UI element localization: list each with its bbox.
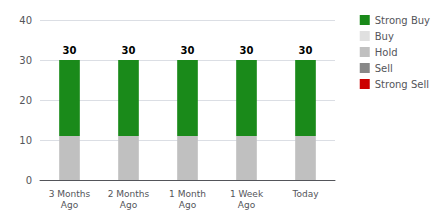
svg-text:30: 30 bbox=[299, 45, 313, 56]
svg-text:0: 0 bbox=[26, 175, 32, 186]
svg-text:2 Months: 2 Months bbox=[108, 189, 150, 199]
svg-text:Strong Buy: Strong Buy bbox=[375, 15, 430, 26]
svg-text:20: 20 bbox=[19, 95, 32, 106]
svg-text:Ago: Ago bbox=[179, 200, 197, 210]
svg-text:1 Month: 1 Month bbox=[169, 189, 206, 199]
svg-text:Buy: Buy bbox=[375, 31, 394, 42]
svg-text:10: 10 bbox=[19, 135, 32, 146]
svg-text:Hold: Hold bbox=[375, 47, 398, 58]
svg-text:1 Week: 1 Week bbox=[230, 189, 264, 199]
svg-text:30: 30 bbox=[19, 55, 32, 66]
svg-text:30: 30 bbox=[122, 45, 136, 56]
svg-text:Ago: Ago bbox=[238, 200, 256, 210]
svg-text:30: 30 bbox=[240, 45, 254, 56]
svg-text:30: 30 bbox=[181, 45, 195, 56]
svg-text:Strong Sell: Strong Sell bbox=[375, 79, 429, 90]
svg-text:30: 30 bbox=[63, 45, 77, 56]
svg-text:Today: Today bbox=[291, 189, 319, 199]
svg-text:40: 40 bbox=[19, 15, 32, 26]
svg-text:Sell: Sell bbox=[375, 63, 393, 74]
svg-text:Ago: Ago bbox=[120, 200, 138, 210]
svg-text:Ago: Ago bbox=[61, 200, 79, 210]
svg-text:3 Months: 3 Months bbox=[49, 189, 91, 199]
